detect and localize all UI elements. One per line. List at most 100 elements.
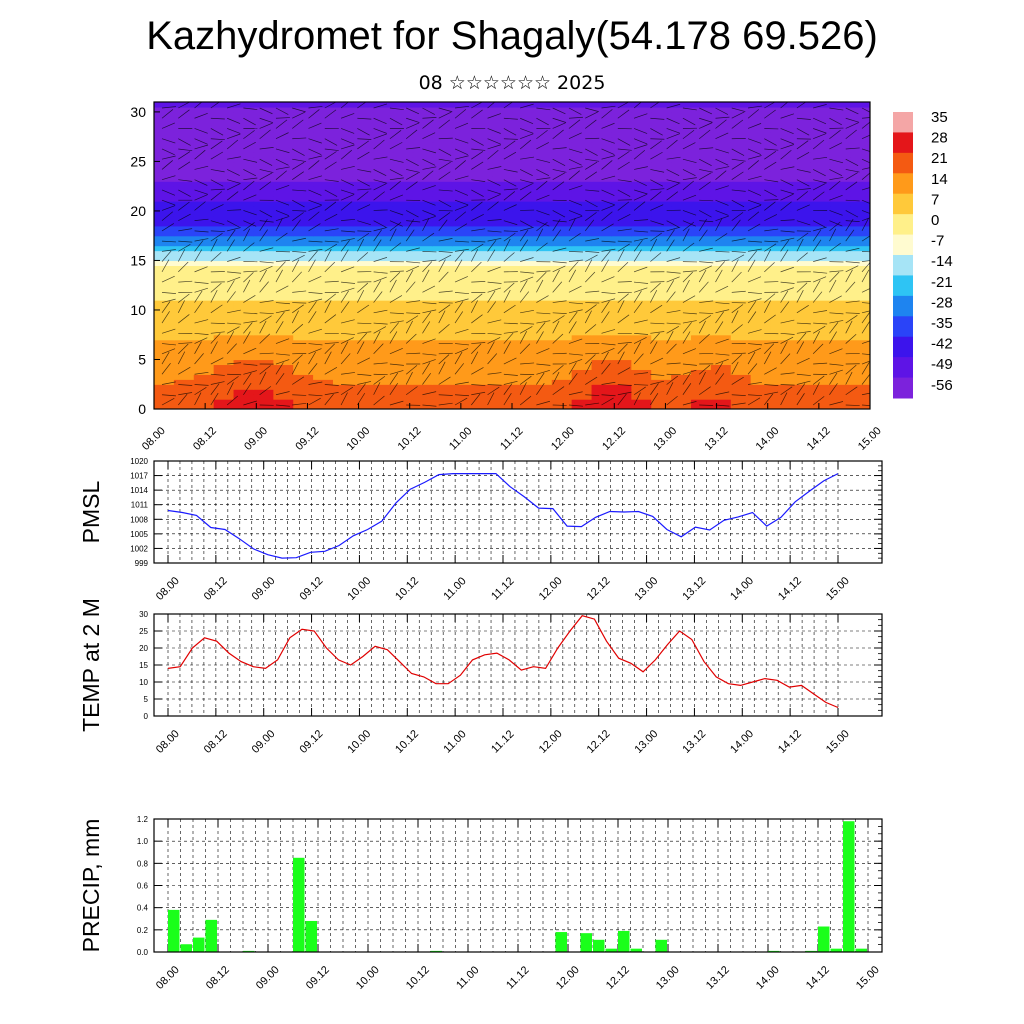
heatmap-cell [631,230,652,237]
heatmap-cell [651,309,672,316]
heatmap-cell [750,225,772,232]
wind-barb [226,220,240,228]
heatmap-cell [830,176,851,182]
heatmap-cell [233,111,255,118]
wind-barb [617,393,627,406]
heatmap-cell [631,359,652,366]
wind-barb [796,383,806,395]
heatmap-cell [730,131,752,138]
heatmap-cell [671,136,692,143]
wind-barb [161,328,176,334]
heatmap-cell [392,220,414,227]
heatmap-cell [273,250,294,257]
wind-barb [243,363,258,366]
x-tick-label: 09.12 [297,728,325,756]
wind-barb [650,102,660,109]
wind-barb [519,139,532,150]
heatmap-cell [512,240,533,247]
heatmap-cell [571,191,593,197]
heatmap-cell [333,359,354,366]
heatmap-cell [531,309,553,316]
heatmap-cell [810,404,831,409]
heatmap-cell [631,384,652,390]
heatmap-cell [790,314,811,321]
heatmap-cell [631,106,652,113]
heatmap-cell [432,121,453,128]
heatmap-cell [730,275,752,281]
wind-barb [520,117,534,125]
heatmap-cell [233,374,255,380]
heatmap-cell [531,102,553,108]
heatmap-cell [631,210,652,217]
wind-barb [357,128,370,136]
heatmap-cell [691,220,712,227]
wind-barb [666,326,679,334]
wind-barb [422,148,437,154]
heatmap-cell [830,280,851,286]
wind-barb [194,144,209,150]
heatmap-cell [352,359,374,366]
y-tick-label: 0.0 [137,948,149,957]
wind-barb [633,239,643,252]
heatmap-cell [551,290,573,296]
heatmap-cell [512,151,533,158]
wind-barb [520,362,535,365]
wind-barb [568,309,583,314]
heatmap-cell [551,399,573,405]
wind-barb [471,342,486,344]
wind-barb [422,132,436,140]
heatmap-cell [611,285,632,291]
heatmap-cell [810,344,831,351]
heatmap-cell [412,210,434,217]
heatmap-cell [313,309,334,316]
heatmap-cell [213,181,235,187]
wind-barb [536,142,549,150]
wind-barb [422,199,436,206]
heatmap-cell [253,225,274,232]
heatmap-cell [551,225,573,232]
wind-barb [308,211,320,221]
wind-barb [357,332,367,344]
heatmap-cell [213,240,235,247]
heatmap-cell [790,285,811,291]
wind-barb [829,331,837,344]
heatmap-cell [154,220,175,227]
wind-barb [308,298,323,303]
heatmap-cell [850,309,870,316]
heatmap-cell [512,290,533,296]
heatmap-cell [392,379,414,385]
wind-barb [731,158,746,162]
heatmap-cell [850,245,870,252]
wind-barb [259,219,268,232]
heatmap-cell [850,265,870,271]
heatmap-cell [253,126,274,133]
wind-barb [682,312,697,315]
wind-barb [764,384,779,386]
wind-barb [487,201,499,211]
heatmap-cell [313,295,334,301]
heatmap-cell [233,404,255,409]
wind-barb [308,249,323,252]
heatmap-cell [810,102,831,108]
heatmap-cell [591,404,613,409]
heatmap-cell [512,166,533,172]
wind-barb [471,391,486,396]
x-tick-label: 11.00 [454,964,481,991]
wind-barb [194,149,206,160]
heatmap-cell [671,116,692,123]
heatmap-cell [850,106,870,113]
heatmap-cell [571,220,593,227]
x-tick-label: 09.12 [304,964,332,992]
heatmap-cell [372,235,394,242]
heatmap-cell [710,210,732,217]
wind-barb [259,220,274,223]
heatmap-cell [830,151,851,158]
heatmap-cell [730,186,752,192]
heatmap-cell [233,354,255,361]
wind-barb [682,271,693,283]
x-tick-label: 08.12 [204,964,232,992]
wind-barb [341,372,355,375]
heatmap-cell [154,285,175,291]
heatmap-cell [571,324,593,331]
